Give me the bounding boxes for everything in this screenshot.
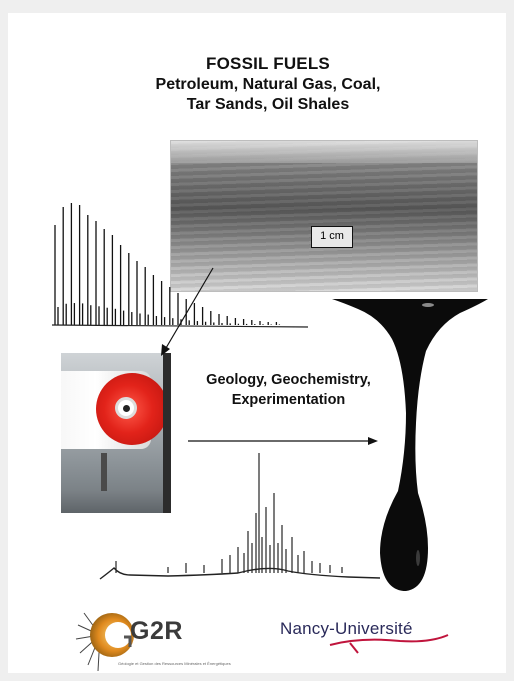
cylinder-shadow bbox=[163, 353, 171, 513]
cylinder-base bbox=[61, 491, 171, 513]
nancy-wordmark: Nancy-Université bbox=[280, 619, 413, 638]
title-line-1: FOSSIL FUELS bbox=[206, 54, 330, 73]
illustration-overlay bbox=[51, 203, 488, 591]
g2r-logo: G2R Géologie et Gestion des Ressources M… bbox=[72, 595, 240, 679]
poster: FOSSIL FUELS Petroleum, Natural Gas, Coa… bbox=[8, 13, 506, 673]
subtitle-line-1: Geology, Geochemistry, bbox=[206, 372, 371, 388]
title-line-2: Petroleum, Natural Gas, Coal, bbox=[155, 76, 381, 93]
chromatogram-top bbox=[54, 203, 281, 325]
chromatogram-bottom-baseline bbox=[99, 567, 381, 580]
nancy-universite-logo: Nancy-Université bbox=[280, 619, 460, 659]
rock-outcrop-photo: 1 cm bbox=[170, 140, 478, 292]
nancy-swoosh-icon bbox=[329, 634, 449, 654]
chromatogram-top-baseline bbox=[51, 324, 309, 328]
title-block: FOSSIL FUELS Petroleum, Natural Gas, Coa… bbox=[68, 53, 468, 115]
subtitle-block: Geology, Geochemistry, Experimentation bbox=[176, 370, 401, 410]
cylinder-port-icon bbox=[115, 397, 137, 419]
pressure-cylinder-photo bbox=[61, 353, 171, 513]
scale-bar-label: 1 cm bbox=[311, 226, 353, 248]
title-line-3: Tar Sands, Oil Shales bbox=[186, 96, 350, 113]
g2r-tagline: Géologie et Gestion des Ressources Minér… bbox=[118, 661, 231, 666]
g2r-wordmark: G2R bbox=[130, 617, 183, 645]
oil-drop-illustration bbox=[332, 299, 488, 591]
arrow-rock-to-cylinder bbox=[161, 267, 214, 356]
chromatogram-bottom bbox=[115, 453, 343, 573]
arrow-to-oil-drop bbox=[188, 437, 378, 445]
cylinder-stand bbox=[101, 453, 107, 508]
subtitle-line-2: Experimentation bbox=[231, 392, 346, 408]
g2r-emblem-icon bbox=[75, 612, 134, 672]
